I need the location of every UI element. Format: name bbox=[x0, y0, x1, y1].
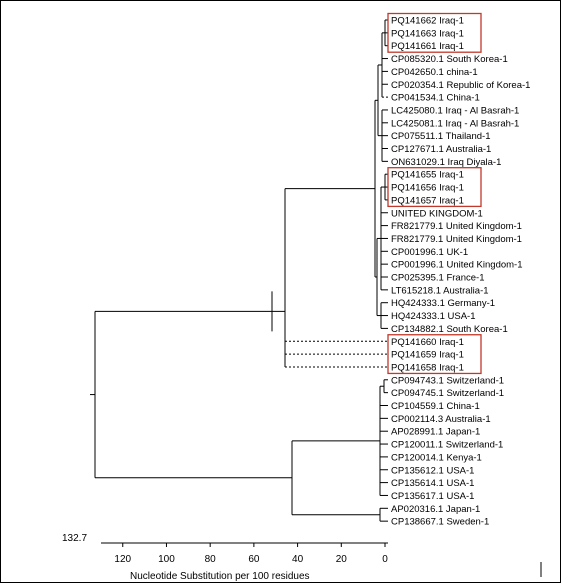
leaf-label: PQ141657 Iraq-1 bbox=[391, 195, 464, 206]
leaf-label: UNITED KINGDOM-1 bbox=[391, 208, 483, 219]
axis-tick-label: 60 bbox=[248, 554, 260, 565]
leaf-label: CP001996.1 United Kingdom-1 bbox=[391, 260, 523, 271]
leaf-label: CP104559.1 China-1 bbox=[391, 401, 480, 412]
leaf-label: HQ424333.1 Germany-1 bbox=[391, 298, 495, 309]
leaf-label: CP138667.1 Sweden-1 bbox=[391, 517, 489, 528]
leaf-label: ON631029.1 Iraq Diyala-1 bbox=[391, 157, 501, 168]
highlight-boxes bbox=[387, 12, 482, 375]
leaf-label: FR821779.1 United Kingdom-1 bbox=[391, 234, 522, 245]
axis-ticks: 120 100 80 60 40 20 0 bbox=[114, 543, 388, 565]
axis-tick-label: 40 bbox=[292, 554, 304, 565]
leaf-label: LT615218.1 Australia-1 bbox=[391, 285, 489, 296]
highlight-box bbox=[387, 334, 482, 375]
leaf-label: CP134882.1 South Korea-1 bbox=[391, 324, 508, 335]
leaf-label: LC425080.1 Iraq - Al Basrah-1 bbox=[391, 105, 519, 116]
axis-tick-label: 0 bbox=[382, 554, 388, 565]
leaf-label: CP042650.1 china-1 bbox=[391, 67, 478, 78]
axis-tick-label: 120 bbox=[114, 554, 131, 565]
leaf-label: CP120011.1 Switzerland-1 bbox=[391, 440, 503, 451]
axis-label: Nucleotide Substitution per 100 residues bbox=[130, 571, 310, 582]
axis-tick-label: 100 bbox=[158, 554, 175, 565]
leaf-label: CP025395.1 France-1 bbox=[391, 273, 484, 284]
leaf-label: CP120014.1 Kenya-1 bbox=[391, 452, 482, 463]
leaf-label: PQ141661 Iraq-1 bbox=[391, 41, 464, 52]
leaf-label: CP135614.1 USA-1 bbox=[391, 478, 474, 489]
leaf-label: CP075511.1 Thailand-1 bbox=[391, 131, 490, 142]
leaf-label: PQ141660 Iraq-1 bbox=[391, 337, 464, 348]
leaf-label: AP020316.1 Japan-1 bbox=[391, 504, 480, 515]
axis-tick-label: 80 bbox=[205, 554, 217, 565]
leaf-label: PQ141658 Iraq-1 bbox=[391, 362, 464, 373]
highlight-box bbox=[387, 12, 482, 53]
leaf-label: CP135617.1 USA-1 bbox=[391, 491, 474, 502]
leaf-label: CP094743.1 Switzerland-1 bbox=[391, 375, 504, 386]
scale-axis: 120 100 80 60 40 20 0 Nucleotide Substitution … bbox=[101, 542, 388, 582]
leaf-label: PQ141659 Iraq-1 bbox=[391, 350, 464, 361]
leaf-label: PQ141663 Iraq-1 bbox=[391, 28, 464, 39]
leaf-label: LC425081.1 Iraq - Al Basrah-1 bbox=[391, 118, 519, 129]
leaf-label: CP001996.1 UK-1 bbox=[391, 247, 468, 258]
leaf-label: CP020354.1 Republic of Korea-1 bbox=[391, 80, 530, 91]
axis-tick-label: 20 bbox=[336, 554, 348, 565]
highlight-box bbox=[387, 167, 482, 208]
leaf-label: CP002114.3 Australia-1 bbox=[391, 414, 491, 425]
leaf-label: PQ141656 Iraq-1 bbox=[391, 183, 464, 194]
leaf-label: FR821779.1 United Kingdom-1 bbox=[391, 221, 522, 232]
leaf-label: HQ424333.1 USA-1 bbox=[391, 311, 476, 322]
leaf-label: CP085320.1 South Korea-1 bbox=[391, 54, 508, 65]
tree-branches bbox=[90, 19, 388, 522]
leaf-label: CP041534.1 China-1 bbox=[391, 93, 480, 104]
leaf-label: CP094745.1 Switzerland-1 bbox=[391, 388, 504, 399]
leaf-label: PQ141655 Iraq-1 bbox=[391, 170, 464, 181]
leaf-label: AP028991.1 Japan-1 bbox=[391, 427, 480, 438]
leaf-label: PQ141662 Iraq-1 bbox=[391, 16, 464, 27]
leaf-label: CP135612.1 USA-1 bbox=[391, 465, 474, 476]
leaf-label: CP127671.1 Australia-1 bbox=[391, 144, 491, 155]
root-distance-label: 132.7 bbox=[62, 533, 87, 544]
